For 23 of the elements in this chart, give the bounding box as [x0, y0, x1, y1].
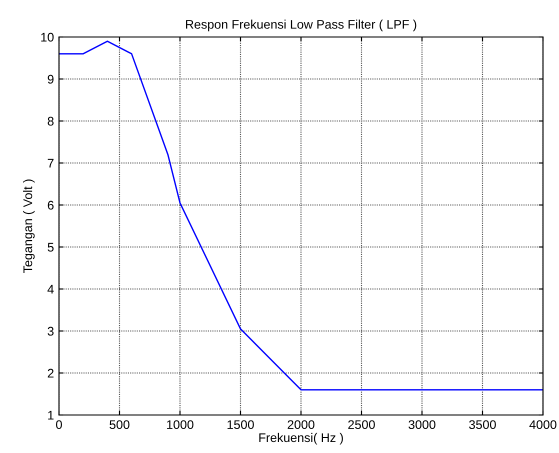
- x-tick-label: 2500: [348, 420, 375, 430]
- x-tick-label: 2000: [288, 420, 314, 430]
- x-axis-title: Frekuensi( Hz ): [259, 432, 343, 445]
- x-tick-label: 1000: [167, 420, 194, 430]
- x-tick-label: 3500: [469, 420, 496, 430]
- x-tick-label: 0: [56, 420, 62, 430]
- line-series: [59, 40, 543, 390]
- y-tick-label: 2: [48, 368, 54, 378]
- y-tick-label: 4: [47, 284, 54, 294]
- y-tick-label: 3: [48, 326, 54, 336]
- y-tick-label: 5: [48, 242, 54, 252]
- x-tick-label: 500: [110, 420, 130, 430]
- x-tick-label: 1500: [228, 420, 254, 430]
- y-tick-label: 1: [48, 410, 54, 420]
- y-tick-label: 7: [48, 158, 54, 168]
- x-tick-label: 3000: [408, 420, 436, 430]
- y-tick-label: 8: [48, 116, 54, 126]
- y-axis-title: Tegangan ( Volt ): [23, 180, 35, 273]
- y-tick-label: 9: [48, 74, 54, 84]
- chart-title: Respon Frekuensi Low Pass Filter ( LPF ): [186, 20, 416, 32]
- y-tick-label: 10: [41, 32, 54, 42]
- y-tick-label: 6: [48, 200, 54, 210]
- x-tick-label: 4000: [529, 420, 556, 430]
